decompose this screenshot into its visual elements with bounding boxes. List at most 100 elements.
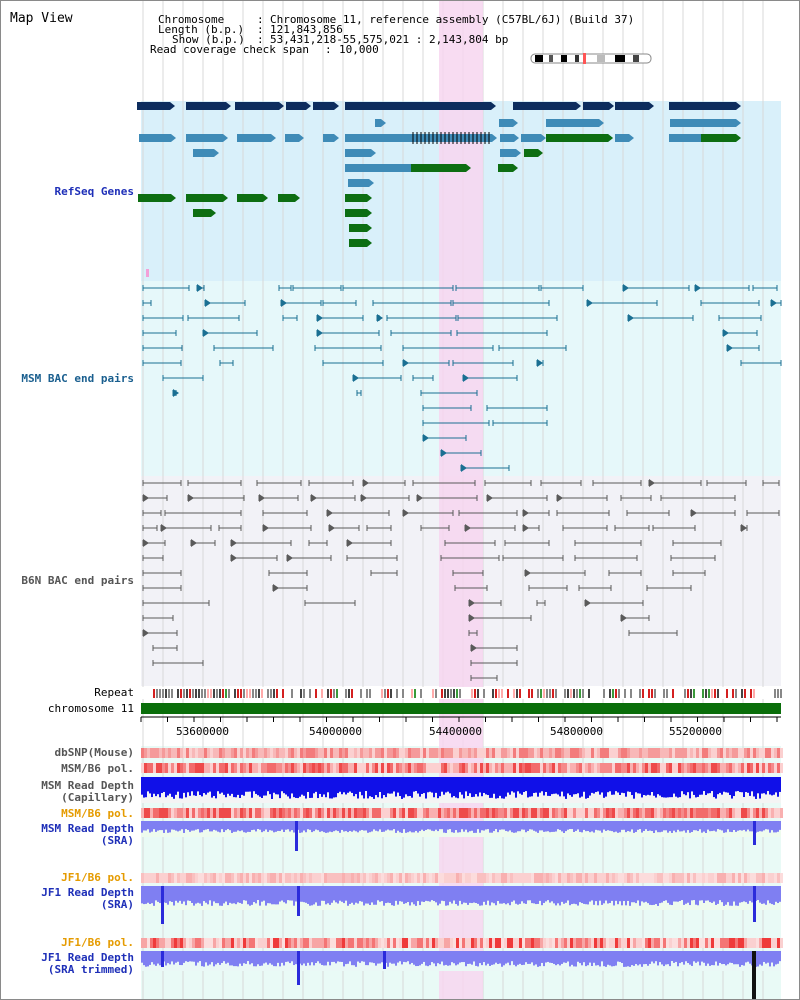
msm-b6-pol-heat-2 [327, 808, 330, 818]
track-label-b6n-bac[interactable]: B6N BAC end pairs [21, 574, 134, 587]
depth-spike [161, 951, 164, 967]
msm-depth-sra-bar [539, 821, 541, 831]
track-label-refseq[interactable]: RefSeq Genes [54, 185, 134, 198]
jf1-b6-pol-heat [564, 873, 567, 883]
track-label-msm-depth-capillary[interactable]: MSM Read Depth [41, 779, 134, 792]
jf1-depth-sra-bar [675, 886, 677, 902]
refseq-gene-arrow [367, 194, 372, 202]
jf1-depth-trimmed-bar [349, 951, 351, 962]
msm-depth-sra-bar [699, 821, 701, 830]
track-label-dbsnp[interactable]: dbSNP(Mouse) [54, 746, 134, 759]
jf1-depth-trimmed-bar [461, 951, 463, 963]
repeat-feature [183, 689, 185, 698]
msm-b6-pol-heat-2 [384, 808, 387, 818]
repeat-feature [165, 689, 167, 698]
msm-b6-pol-heat [531, 763, 534, 773]
coverage-sep: : [325, 43, 332, 56]
msm-depth-capillary-bar [631, 777, 633, 796]
msm-depth-capillary-bar [195, 777, 197, 796]
msm-bac-pair-arrow [441, 449, 447, 457]
jf1-depth-sra-bar [175, 886, 177, 901]
msm-b6-pol-heat-2 [762, 808, 765, 818]
jf1-b6-pol-heat [582, 873, 585, 883]
refseq-gene-arrow [466, 164, 471, 172]
track-label-msm-depth-capillary-sub: (Capillary) [61, 791, 134, 804]
track-label-jf1-b6-pol[interactable]: JF1/B6 pol. [61, 871, 134, 884]
msm-b6-pol-heat [756, 763, 759, 773]
jf1-b6-pol-heat [246, 873, 249, 883]
track-label-msm-depth-sra[interactable]: MSM Read Depth [41, 822, 134, 835]
dbsnp-heat [360, 748, 363, 758]
repeat-feature [435, 689, 437, 698]
msm-depth-capillary-bar [301, 777, 303, 795]
jf1-depth-sra-bar [495, 886, 497, 906]
jf1-depth-trimmed-bar [655, 951, 657, 962]
msm-b6-pol-heat-2 [561, 808, 564, 818]
jf1-b6-pol-heat [276, 873, 279, 883]
dbsnp-heat [315, 748, 318, 758]
msm-depth-sra-bar [211, 821, 213, 832]
msm-b6-pol-heat [525, 763, 528, 773]
msm-depth-capillary-bar [271, 777, 273, 799]
track-label-msm-b6-pol[interactable]: MSM/B6 pol. [61, 762, 134, 775]
dbsnp-heat [300, 748, 303, 758]
msm-b6-pol-heat-2 [504, 808, 507, 818]
track-label-jf1-depth-sra[interactable]: JF1 Read Depth [41, 886, 134, 899]
jf1-b6-pol-heat [510, 873, 513, 883]
msm-depth-capillary-bar [437, 777, 439, 799]
msm-b6-pol-heat-2 [729, 808, 732, 818]
msm-b6-pol-heat-2 [570, 808, 573, 818]
repeat-feature [432, 689, 434, 698]
jf1-depth-sra-bar [277, 886, 279, 905]
msm-b6-pol-heat [549, 763, 552, 773]
dbsnp-heat [309, 748, 312, 758]
msm-b6-pol-heat [390, 763, 393, 773]
jf1-depth-sra-bar [173, 886, 175, 906]
jf1-b6-pol-heat-2 [765, 938, 768, 948]
msm-b6-pol-heat [732, 763, 735, 773]
msm-b6-pol-heat-2 [765, 808, 768, 818]
dbsnp-heat [174, 748, 177, 758]
jf1-depth-sra-bar [551, 886, 553, 902]
jf1-depth-sra-bar [677, 886, 679, 902]
jf1-depth-trimmed-bar [167, 951, 169, 964]
msm-b6-pol-heat [591, 763, 594, 773]
jf1-depth-trimmed-bar [233, 951, 235, 967]
jf1-b6-pol-heat [384, 873, 387, 883]
track-label-jf1-b6-pol-2[interactable]: JF1/B6 pol. [61, 936, 134, 949]
refseq-gene-arrow [381, 119, 386, 127]
msm-depth-sra-bar [197, 821, 199, 830]
refseq-gene [278, 194, 295, 202]
b6n-bac-pair-arrow [525, 569, 531, 577]
msm-depth-capillary-bar [365, 777, 367, 792]
repeat-feature [360, 689, 362, 698]
msm-depth-capillary-bar [297, 777, 299, 799]
dbsnp-heat [684, 748, 687, 758]
dbsnp-heat [186, 748, 189, 758]
msm-depth-sra-bar [593, 821, 595, 833]
track-label-msm-b6-pol-2[interactable]: MSM/B6 pol. [61, 807, 134, 820]
jf1-depth-trimmed-bar [727, 951, 729, 965]
msm-depth-sra-bar [617, 821, 619, 833]
msm-b6-pol-heat [693, 763, 696, 773]
jf1-b6-pol-heat [141, 873, 144, 883]
track-label-msm-bac[interactable]: MSM BAC end pairs [21, 372, 134, 385]
repeat-feature [630, 689, 632, 698]
dbsnp-heat [603, 748, 606, 758]
jf1-b6-pol-heat [723, 873, 726, 883]
msm-depth-capillary-bar [401, 777, 403, 799]
repeat-feature [420, 689, 422, 698]
jf1-b6-pol-heat [711, 873, 714, 883]
track-label-jf1-depth-trimmed[interactable]: JF1 Read Depth [41, 951, 134, 964]
jf1-depth-sra-bar [383, 886, 385, 906]
msm-b6-pol-heat-2 [492, 808, 495, 818]
jf1-b6-pol-heat [159, 873, 162, 883]
repeat-feature [609, 689, 611, 698]
msm-b6-pol-heat [699, 763, 702, 773]
jf1-depth-sra-bar [645, 886, 647, 902]
dbsnp-heat [279, 748, 282, 758]
msm-b6-pol-heat [246, 763, 249, 773]
msm-depth-sra-bar [731, 821, 733, 833]
msm-depth-sra-bar [579, 821, 581, 832]
